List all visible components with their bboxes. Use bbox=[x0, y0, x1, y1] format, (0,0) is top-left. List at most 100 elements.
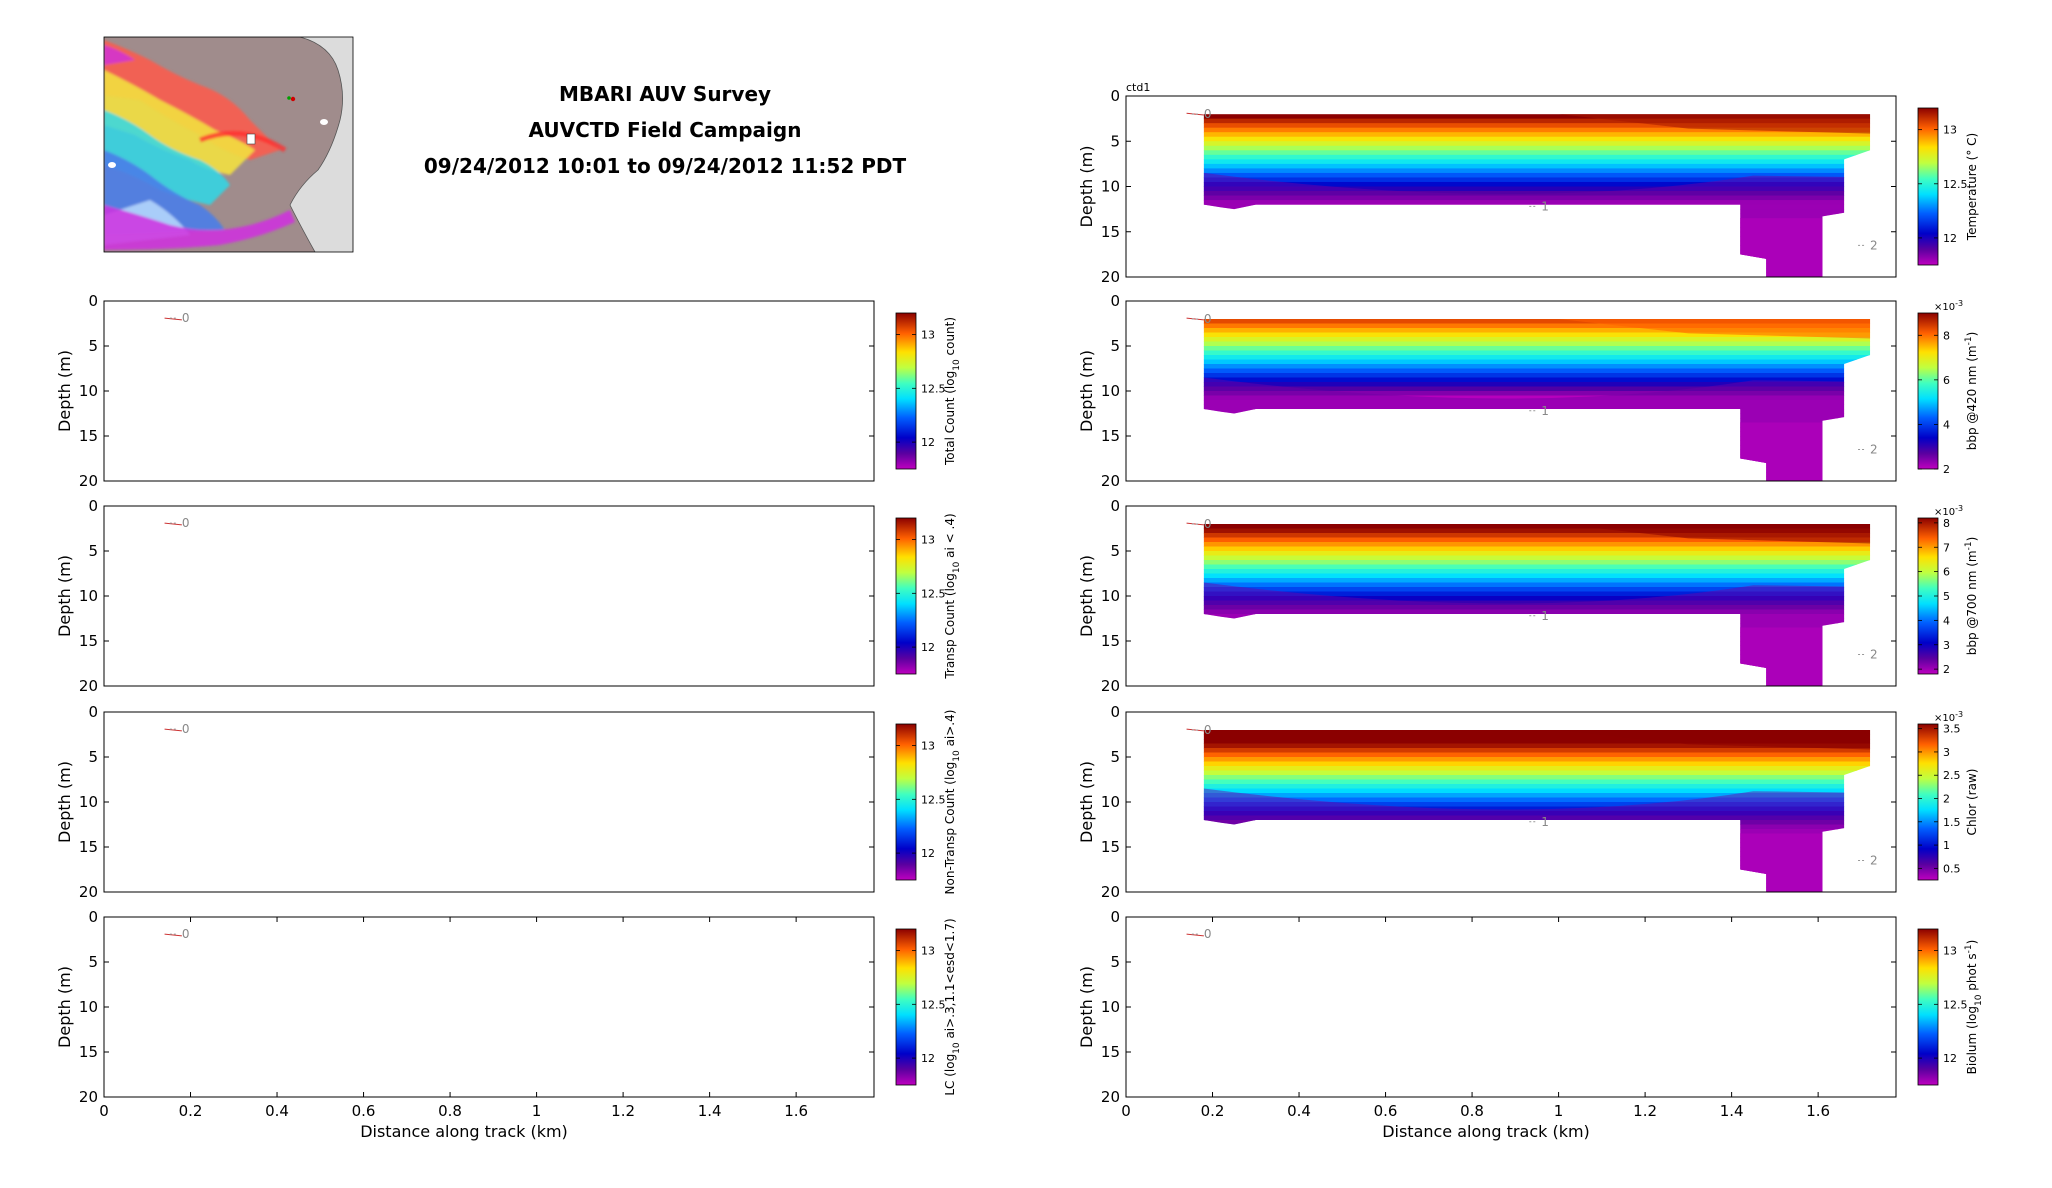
x-tick-label: 0.6 bbox=[1374, 1102, 1398, 1120]
y-tick-label: 10 bbox=[1101, 793, 1120, 811]
colorbar bbox=[1917, 312, 1939, 470]
colorbar-tick-label: 12.5 bbox=[921, 382, 946, 395]
x-tick-label: 1 bbox=[532, 1102, 542, 1120]
y-tick-label: 5 bbox=[1110, 542, 1120, 560]
colorbar-exponent: ×10-3 bbox=[1934, 710, 1963, 725]
y-axis-label: Depth (m) bbox=[1077, 761, 1096, 843]
y-tick-label: 5 bbox=[1110, 953, 1120, 971]
contour-label-left-3-0: 0 bbox=[182, 722, 190, 736]
x-tick-label: 0.8 bbox=[1460, 1102, 1484, 1120]
y-axis-label: Depth (m) bbox=[55, 350, 74, 432]
colorbar-tick-label: 2 bbox=[1943, 793, 1950, 806]
y-tick-label: 15 bbox=[1101, 1043, 1120, 1061]
contour-label-left-4-0: 0 bbox=[182, 927, 190, 941]
y-tick-label: 5 bbox=[1110, 748, 1120, 766]
y-tick-label: 0 bbox=[1110, 908, 1120, 926]
x-tick-label: 0.4 bbox=[265, 1102, 289, 1120]
y-tick-label: 10 bbox=[79, 998, 98, 1016]
x-tick-label: 0.6 bbox=[352, 1102, 376, 1120]
colorbar-label: Temperature (° C) bbox=[1965, 133, 1979, 241]
colorbar-tick-label: 13 bbox=[921, 945, 935, 958]
colorbar-label: Non-Transp Count (log10 ai>.4) bbox=[943, 710, 962, 895]
x-tick-label: 1.4 bbox=[1720, 1102, 1744, 1120]
x-tick-label: 0.8 bbox=[438, 1102, 462, 1120]
y-tick-label: 15 bbox=[1101, 838, 1120, 856]
y-tick-label: 20 bbox=[79, 1088, 98, 1106]
y-axis-label: Depth (m) bbox=[1077, 966, 1096, 1048]
y-tick-label: 0 bbox=[88, 703, 98, 721]
y-tick-label: 15 bbox=[1101, 223, 1120, 241]
y-tick-label: 0 bbox=[1110, 703, 1120, 721]
y-tick-label: 5 bbox=[1110, 337, 1120, 355]
colorbar-tick-label: 12.5 bbox=[921, 587, 946, 600]
y-tick-label: 15 bbox=[79, 838, 98, 856]
y-tick-label: 10 bbox=[1101, 178, 1120, 196]
x-tick-label: 1.2 bbox=[1633, 1102, 1657, 1120]
colorbar-tick-label: 12 bbox=[921, 1052, 935, 1065]
figure-title-line-2: AUVCTD Field Campaign bbox=[528, 118, 802, 142]
y-tick-label: 20 bbox=[1101, 677, 1120, 695]
x-tick-label: 1.4 bbox=[698, 1102, 722, 1120]
y-tick-label: 20 bbox=[79, 883, 98, 901]
y-tick-label: 5 bbox=[88, 748, 98, 766]
colorbar-tick-label: 8 bbox=[1943, 517, 1950, 530]
y-tick-label: 20 bbox=[1101, 472, 1120, 490]
colorbar-tick-label: 3 bbox=[1943, 639, 1950, 652]
y-tick-label: 20 bbox=[1101, 268, 1120, 286]
x-tick-label: 0.4 bbox=[1287, 1102, 1311, 1120]
colorbar bbox=[895, 312, 917, 470]
y-tick-label: 10 bbox=[79, 587, 98, 605]
colorbar-tick-label: 12 bbox=[921, 436, 935, 449]
colorbar-exponent: ×10-3 bbox=[1934, 504, 1963, 519]
contour-label-right-0-1: 1 bbox=[1541, 199, 1549, 213]
colorbar-tick-label: 3 bbox=[1943, 746, 1950, 759]
y-tick-label: 0 bbox=[1110, 292, 1120, 310]
panel-annotation: ctd1 bbox=[1126, 81, 1150, 94]
y-tick-label: 10 bbox=[79, 793, 98, 811]
colorbar bbox=[1917, 928, 1939, 1086]
y-axis-label: Depth (m) bbox=[55, 966, 74, 1048]
colorbar-tick-label: 4 bbox=[1943, 418, 1950, 431]
colorbar-label: LC (log10 ai>.3,1.1<esd<1.7) bbox=[943, 918, 962, 1095]
colorbar-tick-label: 12 bbox=[921, 847, 935, 860]
y-tick-label: 0 bbox=[88, 292, 98, 310]
colorbar-tick-label: 0.5 bbox=[1943, 862, 1961, 875]
contour-label-right-1-2: 2 bbox=[1870, 443, 1878, 457]
y-tick-label: 15 bbox=[79, 427, 98, 445]
colorbar-label: Transp Count (log10 ai < .4) bbox=[943, 513, 962, 679]
y-tick-label: 10 bbox=[1101, 587, 1120, 605]
y-axis-label: Depth (m) bbox=[1077, 555, 1096, 637]
colorbar-tick-label: 1.5 bbox=[1943, 816, 1961, 829]
colorbar-tick-label: 12.5 bbox=[921, 998, 946, 1011]
y-tick-label: 15 bbox=[1101, 427, 1120, 445]
colorbar bbox=[1917, 723, 1939, 881]
colorbar-tick-label: 5 bbox=[1943, 590, 1950, 603]
colorbar-tick-label: 13 bbox=[921, 329, 935, 342]
contour-label-right-0-0: 0 bbox=[1204, 107, 1212, 121]
y-axis-label: Depth (m) bbox=[1077, 350, 1096, 432]
y-tick-label: 20 bbox=[1101, 1088, 1120, 1106]
colorbar-tick-label: 12.5 bbox=[1943, 998, 1968, 1011]
colorbar-tick-label: 6 bbox=[1943, 566, 1950, 579]
colorbar-exponent: ×10-3 bbox=[1934, 299, 1963, 314]
y-tick-label: 5 bbox=[88, 953, 98, 971]
colorbar-tick-label: 12 bbox=[1943, 1052, 1957, 1065]
contour-label-right-3-0: 0 bbox=[1204, 723, 1212, 737]
colorbar-tick-label: 12 bbox=[921, 641, 935, 654]
x-tick-label: 0 bbox=[99, 1102, 109, 1120]
colorbar-tick-label: 13 bbox=[921, 534, 935, 547]
colorbar-tick-label: 1 bbox=[1943, 839, 1950, 852]
contour-label-right-3-2: 2 bbox=[1870, 854, 1878, 868]
colorbar bbox=[895, 928, 917, 1086]
colorbar-tick-label: 13 bbox=[1943, 124, 1957, 137]
colorbar-label: bbp @700 nm (m-1) bbox=[1964, 537, 1979, 656]
y-tick-label: 15 bbox=[1101, 632, 1120, 650]
y-tick-label: 10 bbox=[1101, 382, 1120, 400]
y-axis-label: Depth (m) bbox=[55, 761, 74, 843]
figure-title-line-3: 09/24/2012 10:01 to 09/24/2012 11:52 PDT bbox=[423, 154, 907, 178]
colorbar-tick-label: 7 bbox=[1943, 541, 1950, 554]
chart-panel-left-1: 0 0 5 10 15 20 Depth (m) 12 12.5 13 Total Count (l… bbox=[55, 292, 962, 490]
y-tick-label: 15 bbox=[79, 632, 98, 650]
